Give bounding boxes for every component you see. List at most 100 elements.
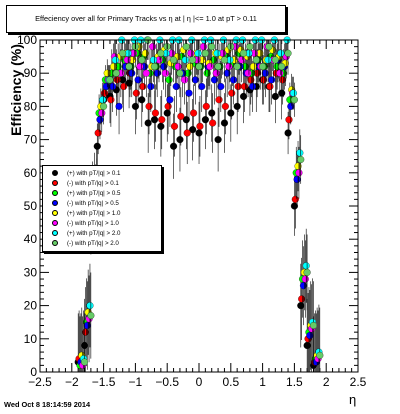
data-point (266, 82, 274, 91)
data-point (246, 43, 254, 51)
data-point (153, 69, 161, 77)
legend-label: (+) with pT/|q| > 1.0 (67, 210, 121, 217)
footer-timestamp: Wed Oct 8 18:14:59 2014 (4, 400, 91, 409)
data-point (239, 49, 248, 57)
legend-entry: (+) with pT/|q| > 1.0 (43, 209, 161, 219)
data-point (80, 358, 89, 366)
data-point (150, 63, 159, 71)
data-point (297, 155, 305, 164)
data-point (119, 49, 127, 57)
data-point (150, 56, 158, 64)
data-point (249, 82, 257, 91)
data-point (316, 351, 324, 359)
data-point (303, 268, 311, 276)
data-point (115, 102, 123, 110)
data-point (271, 92, 279, 100)
data-point (144, 119, 152, 127)
legend-entry: (-) with pT/|q| > 2.0 (43, 239, 161, 249)
data-point (220, 119, 229, 127)
data-point (142, 69, 150, 77)
data-point (306, 331, 314, 340)
data-point (209, 119, 217, 127)
data-point (190, 109, 198, 117)
y-tick-label: 20 (24, 299, 38, 313)
data-point (109, 82, 117, 91)
y-tick-label: 30 (24, 265, 38, 279)
data-point (240, 82, 249, 91)
x-tick-label: 2 (323, 375, 330, 389)
y-tick-label: 70 (24, 133, 38, 147)
data-point (110, 63, 118, 71)
data-point (181, 56, 189, 64)
data-point (261, 69, 269, 77)
data-point (259, 76, 268, 84)
data-point (198, 82, 206, 91)
data-point (163, 109, 171, 117)
data-point (264, 56, 272, 64)
data-point (276, 69, 284, 77)
y-tick-label: 100 (17, 33, 37, 47)
legend-marker (52, 230, 58, 236)
data-point (157, 49, 165, 57)
data-point (206, 63, 214, 71)
data-point (309, 321, 318, 330)
data-point (139, 82, 147, 91)
data-point (177, 112, 185, 120)
legend: (+) with pT/|q| > 0.1 (-) with pT/|q| > 0… (42, 165, 162, 252)
data-point (295, 169, 303, 177)
data-point (240, 92, 248, 100)
x-tick-label: 0 (196, 375, 203, 389)
x-tick-label: −2 (65, 375, 79, 389)
legend-entry: (+) with pT/|q| > 0.5 (43, 189, 161, 199)
data-point (285, 116, 293, 124)
data-point (189, 126, 197, 134)
data-point (249, 63, 258, 71)
data-point (220, 56, 228, 64)
data-point (278, 63, 286, 71)
data-point (182, 116, 190, 124)
data-point (290, 202, 298, 210)
data-point (102, 82, 110, 91)
data-point (229, 76, 238, 84)
legend-label: (-) with pT/|q| > 0.1 (67, 180, 119, 187)
data-point (174, 63, 182, 71)
data-point (199, 43, 208, 51)
x-tick-label: −2.5 (28, 375, 52, 389)
data-point (169, 56, 178, 64)
data-point (107, 96, 115, 104)
legend-marker (52, 210, 58, 216)
data-point (141, 49, 149, 57)
data-point (284, 129, 292, 137)
data-point (98, 109, 106, 117)
data-point (180, 76, 189, 84)
data-point (161, 69, 169, 77)
y-tick-label: 60 (24, 166, 38, 180)
legend-entry: (+) with pT/|q| > 2.0 (43, 229, 161, 239)
legend-marker (52, 240, 58, 246)
legend-marker (52, 190, 58, 196)
legend-marker (52, 200, 58, 206)
data-point (194, 49, 202, 57)
data-point (186, 63, 194, 71)
data-point (100, 102, 108, 110)
data-point (227, 109, 235, 117)
data-point (151, 109, 159, 117)
data-point (290, 96, 298, 104)
legend-label: (+) with pT/|q| > 2.0 (67, 230, 121, 237)
data-point (147, 82, 155, 91)
y-tick-label: 40 (24, 232, 38, 246)
data-point (145, 102, 153, 110)
data-point (234, 82, 242, 91)
data-point (268, 76, 276, 84)
data-point (221, 102, 229, 110)
legend-marker (52, 180, 58, 186)
data-point (214, 63, 222, 71)
data-point (165, 76, 173, 84)
data-point (252, 56, 260, 64)
legend-entry: (-) with pT/|q| > 1.0 (43, 219, 161, 229)
data-point (160, 63, 168, 71)
x-tick-label: 1.5 (286, 375, 303, 389)
series-8 (80, 36, 324, 372)
data-point (196, 122, 204, 130)
data-point (185, 89, 193, 97)
